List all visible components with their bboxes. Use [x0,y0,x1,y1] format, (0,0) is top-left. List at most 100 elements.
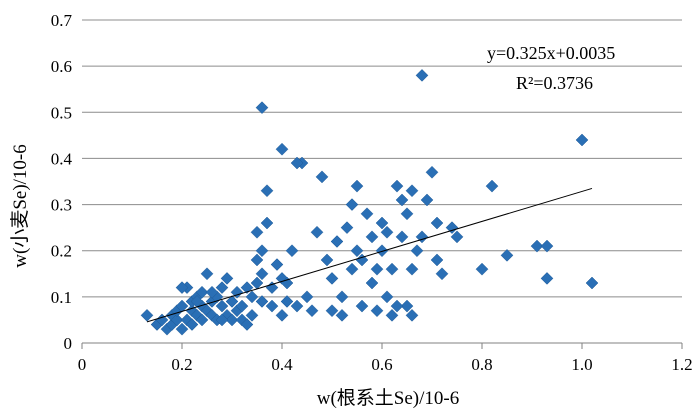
data-point [140,308,154,322]
data-points [140,69,599,336]
data-point [475,262,489,276]
data-point [575,133,589,147]
data-point [355,299,369,313]
trendline [146,187,593,323]
data-point [445,221,459,234]
data-point [335,290,349,304]
data-point [255,244,269,258]
x-tick-label: 0.6 [371,355,392,374]
data-point [285,244,299,258]
data-point [175,299,189,313]
data-point [230,285,244,299]
data-point [395,193,409,207]
axes [81,342,683,349]
data-point [390,179,404,193]
data-point [270,258,284,271]
data-point [500,248,514,262]
data-point [290,299,304,313]
data-point [540,272,554,285]
data-point [255,295,269,308]
x-tick-labels: 0 0.2 0.4 0.6 0.8 1.0 1.2 [78,355,693,374]
y-tick-labels: 0 0.1 0.2 0.3 0.4 0.5 0.6 0.7 [51,11,73,353]
data-point [170,313,184,327]
data-point [375,216,389,230]
data-point [370,262,384,276]
data-point [200,267,214,281]
data-point [225,295,239,308]
y-tick-label: 0.4 [51,149,73,168]
x-tick-label: 0.2 [171,355,192,374]
x-tick-label: 0.8 [471,355,492,374]
data-point [430,216,444,230]
data-point [380,290,394,304]
data-point [240,318,254,331]
data-point [385,262,399,276]
data-point [385,308,399,322]
data-point [255,101,269,115]
data-point [530,239,544,253]
y-tick-label: 0.5 [51,103,72,122]
data-point [290,156,304,170]
x-tick-label: 0.4 [271,355,293,374]
data-point [320,253,334,267]
data-point [280,295,294,308]
data-point [335,308,349,322]
data-point [215,313,229,327]
data-point [425,165,439,179]
data-point [345,198,359,211]
data-point [250,253,264,267]
data-point [390,299,404,313]
data-point [175,322,189,336]
gridlines [82,19,682,298]
x-tick-label: 1.2 [671,355,692,374]
data-point [450,230,464,244]
y-axis-title: w(小麦Se)/10-6 [9,144,31,267]
data-point [195,285,209,299]
r-squared-label: R²=0.3736 [516,73,593,93]
data-point [275,142,289,156]
data-point [370,304,384,318]
data-point [330,235,344,248]
data-point [350,244,364,258]
data-point [430,253,444,267]
data-point [400,207,414,221]
data-point [310,225,324,239]
data-point [255,267,269,281]
data-point [375,244,389,258]
data-point [315,170,329,184]
data-point [405,308,419,322]
data-point [400,299,414,313]
x-tick-label: 0 [78,355,87,374]
data-point [260,184,274,198]
data-point [395,230,409,244]
x-tick-label: 1.0 [571,355,592,374]
data-point [220,272,234,285]
data-point [235,299,249,313]
data-point [300,290,314,304]
data-point [215,299,229,313]
data-point [410,244,424,258]
data-point [435,267,449,281]
data-point [405,184,419,198]
x-axis-title: w(根系土Se)/10-6 [317,387,459,409]
y-tick-label: 0.1 [51,288,72,307]
data-point [540,239,554,253]
data-point [350,179,364,193]
data-point [245,308,259,322]
data-point [225,313,239,327]
data-point [215,281,229,294]
data-point [585,276,599,290]
data-point [360,207,374,221]
data-point [265,299,279,313]
y-tick-label: 0.7 [51,11,73,30]
data-point [195,313,209,327]
y-tick-label: 0.3 [51,196,72,215]
y-tick-label: 0 [64,334,73,353]
data-point [175,281,189,294]
data-point [415,69,429,82]
data-point [305,304,319,318]
data-point [345,262,359,276]
data-point [340,221,354,234]
data-point [485,179,499,193]
data-point [190,295,204,308]
